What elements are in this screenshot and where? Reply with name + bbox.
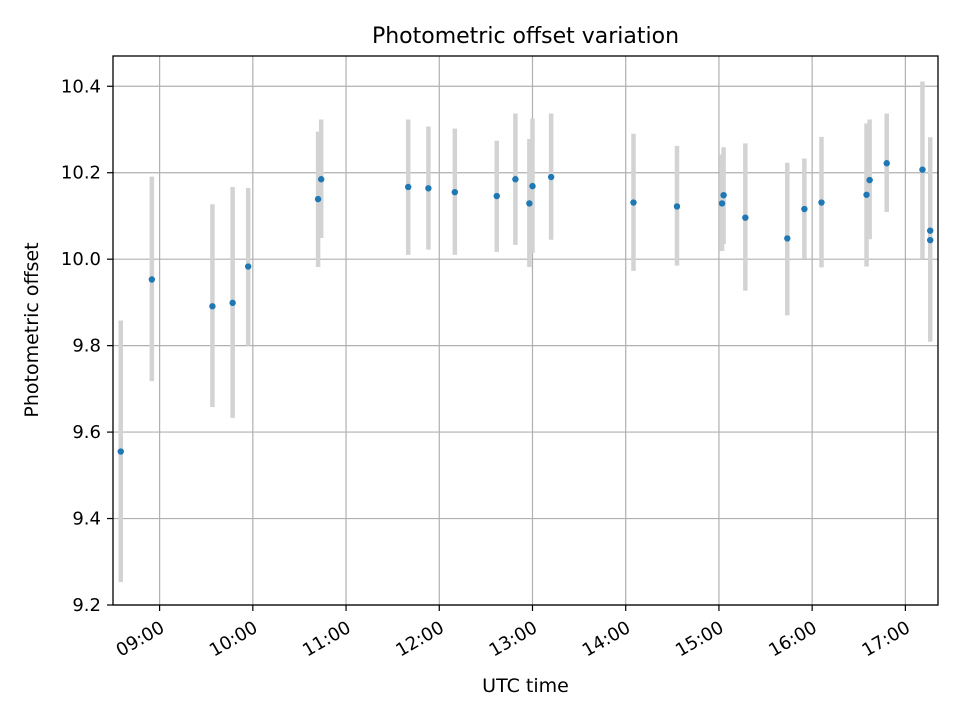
data-point (630, 199, 637, 206)
chart-title: Photometric offset variation (372, 24, 679, 49)
plot-frame (112, 55, 939, 606)
data-point (673, 203, 681, 210)
data-point (209, 303, 216, 310)
y-tick-label: 9.6 (72, 422, 101, 443)
data-points (117, 160, 934, 455)
data-point (718, 200, 726, 207)
data-point (148, 276, 156, 283)
data-point (927, 227, 934, 234)
data-point (314, 195, 322, 203)
data-point (547, 173, 555, 181)
y-tick-label: 9.8 (72, 336, 101, 357)
data-point (526, 200, 533, 207)
data-point (720, 191, 727, 199)
data-point (117, 448, 124, 455)
data-point (883, 160, 890, 167)
data-point (493, 192, 500, 200)
y-axis-label: Photometric offset (21, 242, 43, 417)
data-point (742, 214, 749, 221)
y-tick-label: 10.2 (61, 163, 101, 184)
data-point (529, 182, 536, 190)
data-point (425, 185, 432, 192)
data-point (866, 176, 873, 184)
data-point (244, 263, 252, 270)
data-point (784, 235, 791, 242)
y-tick-label: 10.0 (61, 249, 101, 270)
data-point (404, 183, 412, 191)
data-point (927, 236, 934, 244)
data-point (801, 205, 808, 213)
data-point (919, 166, 926, 173)
data-point (863, 191, 870, 198)
x-axis-label: UTC time (482, 675, 569, 697)
grid (113, 56, 938, 606)
data-point (317, 176, 325, 183)
y-tick-label: 9.2 (72, 595, 101, 616)
data-point (512, 176, 519, 183)
y-tick-label: 10.4 (61, 76, 101, 97)
data-point (818, 199, 825, 206)
data-point (451, 188, 459, 196)
y-tick-label: 9.4 (72, 509, 101, 530)
data-point (229, 299, 236, 307)
